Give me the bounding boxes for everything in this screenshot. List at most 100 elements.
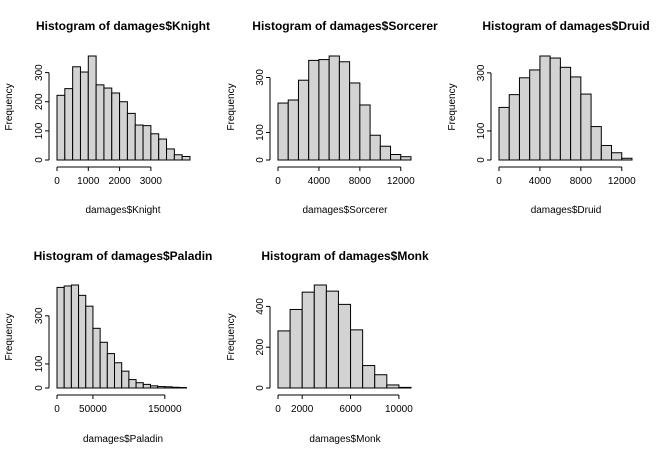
- histogram-bar: [99, 341, 108, 389]
- histogram-bar: [134, 124, 144, 161]
- x-tick-label: 1000: [77, 176, 100, 187]
- x-tick-label: 8000: [349, 176, 372, 187]
- x-tick-label: 3000: [140, 176, 163, 187]
- y-axis-monk: 0 200 400: [255, 298, 271, 391]
- histogram-bar: [277, 102, 289, 161]
- x-tick-label: 6000: [339, 404, 362, 415]
- panel-paladin: Histogram of damages$Paladin damages$Pal…: [4, 249, 212, 445]
- histogram-bar: [325, 290, 339, 389]
- chart-title: Histogram of damages$Sorcerer: [252, 19, 438, 33]
- x-tick-label: 12000: [608, 176, 636, 187]
- x-axis-label: damages$Monk: [309, 434, 381, 445]
- histogram-bar: [106, 353, 116, 389]
- x-axis-label: damages$Knight: [85, 205, 160, 216]
- x-tick-label: 12000: [387, 176, 415, 187]
- y-axis-paladin: 0 100 300: [34, 307, 50, 391]
- histogram-bar: [359, 104, 371, 161]
- histogram-bar: [166, 148, 175, 161]
- histogram-bar: [379, 145, 392, 161]
- y-axis-sorcerer: 0 100 300: [255, 69, 271, 163]
- x-tick-label: 4000: [529, 176, 552, 187]
- y-tick-label: 200: [34, 93, 45, 110]
- histogram-bar: [400, 156, 412, 161]
- y-tick-label: 300: [34, 64, 45, 81]
- histogram-bar: [79, 71, 89, 161]
- histogram-bar: [72, 66, 81, 161]
- y-axis-label: Frequency: [447, 83, 458, 130]
- histogram-bar: [181, 156, 191, 161]
- histogram-bar: [63, 285, 72, 389]
- y-tick-label: 300: [255, 69, 266, 86]
- histogram-bar: [398, 386, 412, 389]
- y-axis-label: Frequency: [226, 83, 237, 130]
- histogram-bar: [56, 286, 65, 389]
- histogram-bar: [600, 144, 613, 161]
- panel-druid: Histogram of damages$Druid damages$Druid…: [447, 19, 650, 216]
- histogram-bar: [158, 138, 168, 161]
- x-tick-label: 10000: [385, 404, 413, 415]
- histogram-bar: [508, 94, 520, 161]
- y-axis-label: Frequency: [4, 313, 15, 360]
- histogram-bar: [362, 365, 376, 389]
- histogram-bar: [386, 384, 400, 389]
- histogram-bar: [301, 291, 315, 389]
- y-tick-label: 400: [255, 298, 266, 315]
- x-tick-label: 8000: [570, 176, 593, 187]
- histogram-bar: [369, 134, 381, 161]
- histogram-bar: [318, 59, 330, 161]
- y-axis-label: Frequency: [4, 83, 15, 130]
- panel-monk: Histogram of damages$Monk damages$Monk F…: [226, 249, 429, 445]
- y-tick-label: 300: [476, 64, 487, 81]
- histogram-bar: [87, 55, 97, 161]
- histogram-bar: [390, 154, 402, 161]
- y-tick-label: 300: [34, 307, 45, 324]
- histogram-bar: [590, 126, 602, 161]
- x-tick-label: 2000: [108, 176, 131, 187]
- histogram-bar: [621, 157, 633, 161]
- histogram-bar: [498, 106, 510, 161]
- y-tick-label: 100: [476, 122, 487, 139]
- y-axis-knight: 0 100 200 300: [34, 64, 50, 163]
- bars-monk: [277, 284, 412, 389]
- bars-druid: [498, 55, 633, 161]
- histogram-bar: [337, 303, 352, 389]
- histogram-bar: [570, 76, 582, 161]
- y-tick-label: 200: [255, 338, 266, 355]
- histogram-bar: [119, 101, 128, 161]
- histogram-bar: [297, 79, 310, 161]
- histogram-bar: [313, 284, 327, 389]
- histogram-bar: [111, 92, 121, 161]
- histogram-bar: [149, 385, 159, 389]
- histogram-bar: [126, 112, 136, 161]
- histogram-bar: [114, 362, 123, 389]
- x-axis-label: damages$Paladin: [83, 434, 163, 445]
- histogram-bar: [64, 88, 74, 161]
- histogram-bar: [308, 59, 320, 161]
- histogram-bar: [374, 374, 388, 389]
- histogram-bar: [338, 61, 351, 161]
- histogram-bar: [539, 55, 551, 161]
- bars-paladin: [56, 284, 187, 389]
- histogram-bar: [289, 308, 303, 389]
- histogram-bar: [171, 386, 180, 389]
- histogram-bar: [78, 294, 87, 389]
- histogram-bar: [611, 152, 623, 161]
- histogram-bar: [549, 57, 561, 161]
- x-axis-druid: 0 4000 8000 12000: [496, 166, 636, 187]
- histogram-bar: [142, 383, 151, 389]
- histogram-bar: [103, 87, 113, 161]
- histogram-bar: [157, 386, 166, 389]
- histogram-bar: [56, 94, 66, 161]
- x-tick-label: 50000: [79, 404, 107, 415]
- histogram-bar: [559, 66, 572, 161]
- histogram-bar: [287, 99, 299, 161]
- x-axis-label: damages$Sorcerer: [302, 205, 388, 216]
- x-axis-label: damages$Druid: [531, 205, 602, 216]
- histogram-bar: [173, 154, 183, 161]
- y-tick-label: 0: [255, 157, 266, 163]
- histogram-bar: [580, 93, 592, 161]
- histogram-bar: [142, 125, 152, 161]
- histogram-bar: [518, 77, 531, 161]
- bars-sorcerer: [277, 55, 412, 161]
